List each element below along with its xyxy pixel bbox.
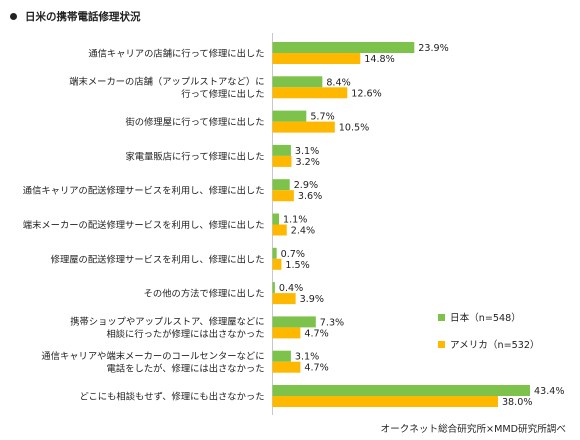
category-label: 通信キャリアの配送修理サービスを利用し、修理に出した [23,185,265,197]
bar-japan [272,282,275,294]
value-label-usa: 10.5% [339,123,369,134]
category-label: 街の修理屋に行って修理に出した [126,116,265,128]
value-label-usa: 3.9% [300,294,324,305]
value-label-japan: 8.4% [326,77,350,88]
value-label-japan: 7.3% [320,317,344,328]
bar-usa [272,190,294,202]
legend-swatch-usa [438,341,445,348]
bar-japan [272,385,530,396]
value-label-usa: 1.5% [285,260,309,271]
category-label: その他の方法で修理に出した [144,288,265,300]
category-label: どこにも相談もせず、修理にも出さなかった [79,391,264,403]
category-label: 修理屋の配送修理サービスを利用し、修理に出した [51,253,265,265]
bar-usa [272,53,361,64]
bar-usa [272,327,301,339]
value-label-japan: 23.9% [418,43,448,54]
value-label-usa: 3.2% [295,157,319,168]
value-label-japan: 0.7% [281,249,305,260]
category-label: 携帯ショップやアップルストア、修理屋などに相談に行ったが修理には出さなかった [70,316,264,341]
category-label: 通信キャリアの店舗に行って修理に出した [88,48,264,60]
category-label: 家電量販店に行って修理に出した [126,150,265,162]
category-label: 端末メーカーの店舗（アップルストアなど）に行って修理に出した [69,76,264,101]
bar-japan [272,247,277,259]
bar-japan [272,213,280,225]
bar-japan [272,179,290,191]
bar-japan [272,350,291,362]
value-label-japan: 3.1% [295,146,319,157]
value-label-japan: 0.4% [279,283,303,294]
bar-japan [272,42,415,53]
category-label: 端末メーカーの配送修理サービスを利用し、修理に出した [23,219,265,231]
bar-usa [272,361,301,373]
chart-title: 日米の携帯電話修理状況 [25,10,141,23]
value-label-japan: 3.1% [295,352,319,363]
value-label-japan: 43.4% [534,386,564,397]
value-label-usa: 4.7% [304,328,328,339]
source-note: オークネット総合研究所×MMD研究所調べ [380,424,566,435]
value-label-usa: 4.7% [304,363,328,374]
bar-usa [272,121,335,133]
legend-label-japan: 日本（n=548） [450,312,521,324]
bar-usa [272,87,348,99]
bar-usa [272,258,282,270]
bar-usa [272,155,292,167]
bar-japan [272,316,316,328]
value-label-usa: 14.8% [364,54,394,65]
bar-usa [272,293,296,305]
bar-japan [272,144,291,156]
value-label-usa: 12.6% [351,88,381,99]
value-label-usa: 3.6% [298,191,322,202]
chart-title-row: 日米の携帯電話修理状況 [10,8,141,24]
bar-usa [272,224,287,236]
category-label: 通信キャリアや端末メーカーのコールセンターなどに電話をしたが、修理には出さなかっ… [41,350,264,375]
value-label-usa: 38.0% [502,397,532,408]
legend-label-usa: アメリカ（n=532） [450,339,540,351]
value-label-usa: 2.4% [291,226,315,237]
value-label-japan: 5.7% [310,112,334,123]
bar-japan [272,76,323,88]
legend-swatch-japan [438,314,445,321]
value-label-japan: 1.1% [283,215,307,226]
value-label-japan: 2.9% [294,180,318,191]
bullet-icon [10,12,17,20]
bar-japan [272,110,307,122]
bar-usa [272,396,498,407]
